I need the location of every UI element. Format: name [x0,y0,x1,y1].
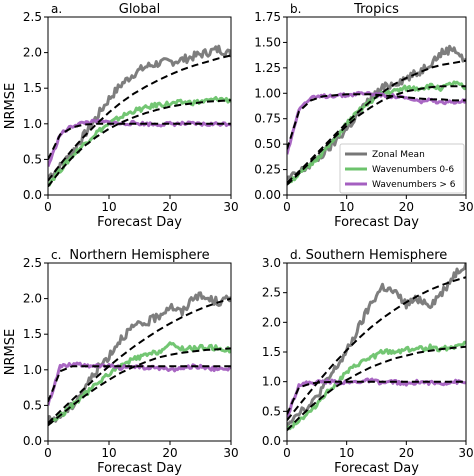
panel-title: Northern Hemisphere [69,248,209,263]
fit-line-0 [48,54,231,182]
x-tick-label: 30 [458,200,473,214]
x-tick-label: 10 [339,446,354,460]
panel-1: 0 10 20 30 0.0 0.5 1.0 1.5 2.0 2.5 a. Global Forecas… [3,2,239,230]
y-tick-label: 0.0 [23,434,42,448]
x-axis-label: Forecast Day [97,215,182,230]
y-tick-label: 2.5 [23,256,42,270]
legend-entry: Wavenumbers > 6 [372,180,456,190]
y-tick-label: 0.50 [254,137,281,151]
series-line-0 [48,44,231,179]
x-axis-label: Forecast Day [334,461,419,476]
y-tick-label: 0.5 [23,152,42,166]
y-tick-label: 2.5 [23,10,42,24]
panel-4: 0 10 20 30 0.0 0.5 1.0 1.5 2.0 2.5 3.0 d. Southern H… [262,248,474,476]
x-tick-label: 0 [44,200,52,214]
fit-line-0 [48,297,231,424]
x-tick-label: 30 [458,446,473,460]
y-tick-label: 2.0 [23,46,42,60]
x-tick-label: 0 [44,446,52,460]
y-tick-label: 1.5 [262,345,281,359]
y-tick-label: 0.0 [262,434,281,448]
panel-2: 0 10 20 30 0.00 0.25 0.50 0.75 1.00 1.25 1.50 1.75 b… [254,2,473,230]
y-tick-label: 1.75 [254,10,281,24]
fit-line-2 [287,380,466,415]
legend: Zonal Mean Wavenumbers 0-6 Wavenumbers > 6 [339,143,465,194]
x-tick-label: 30 [223,200,238,214]
axes-frame [286,16,467,196]
x-axis-label: Forecast Day [334,215,419,230]
panel-title: Global [119,2,160,17]
y-tick-label: 1.25 [254,61,281,75]
plot-area [287,44,466,186]
y-tick-label: 2.0 [262,315,281,329]
axes-frame [47,16,232,196]
fit-line-1 [48,347,231,427]
panel-3: 0 10 20 30 0.0 0.5 1.0 1.5 2.0 2.5 c. Northern Hemi… [3,248,239,476]
y-tick-label: 0.75 [254,112,281,126]
fit-line-0 [287,59,466,184]
y-tick-label: 1.5 [23,81,42,95]
y-tick-label: 3.0 [262,256,281,270]
y-tick-label: 0.00 [254,188,281,202]
fit-line-2 [287,93,466,150]
fit-line-2 [48,122,231,160]
axes-frame [47,262,232,442]
y-tick-label: 1.50 [254,35,281,49]
y-tick-label: 0.0 [23,188,42,202]
x-tick-label: 20 [399,200,414,214]
x-tick-label: 0 [283,446,291,460]
series-line-2 [48,361,231,406]
series-line-1 [287,340,466,431]
y-axis-label: NRMSE [3,329,18,375]
y-tick-label: 1.5 [23,327,42,341]
series-line-2 [287,90,466,155]
series-line-1 [48,96,231,187]
legend-entry: Zonal Mean [372,150,425,160]
x-tick-label: 0 [283,200,291,214]
legend-box [339,143,465,194]
x-tick-label: 30 [223,446,238,460]
plot-area [48,291,231,427]
x-axis-label: Forecast Day [97,461,182,476]
series-line-1 [48,341,231,425]
x-tick-label: 20 [399,446,414,460]
series-line-0 [48,291,231,423]
y-tick-label: 1.0 [23,363,42,377]
panel-label: b. [290,2,301,16]
plot-area [48,44,231,188]
panel-label: a. [51,2,62,16]
panel-label: d. [290,248,301,262]
legend-entry: Wavenumbers 0-6 [372,165,454,175]
fit-line-2 [48,365,231,403]
x-tick-label: 20 [162,200,177,214]
plot-area [287,263,466,431]
panel-label: c. [51,248,61,262]
x-tick-label: 10 [101,446,116,460]
panel-title: Southern Hemisphere [306,248,448,263]
x-tick-label: 10 [101,200,116,214]
y-tick-label: 0.25 [254,163,281,177]
y-tick-label: 1.00 [254,86,281,100]
fit-line-1 [48,99,231,188]
x-tick-label: 20 [162,446,177,460]
y-tick-label: 1.0 [262,375,281,389]
y-tick-label: 2.0 [23,292,42,306]
y-tick-label: 1.0 [23,117,42,131]
y-axis-label: NRMSE [3,83,18,129]
y-tick-label: 0.5 [262,404,281,418]
panel-title: Tropics [353,2,399,17]
fit-line-1 [287,345,466,431]
y-tick-label: 0.5 [23,398,42,412]
series-line-0 [287,263,466,426]
y-tick-label: 2.5 [262,286,281,300]
x-tick-label: 10 [339,200,354,214]
